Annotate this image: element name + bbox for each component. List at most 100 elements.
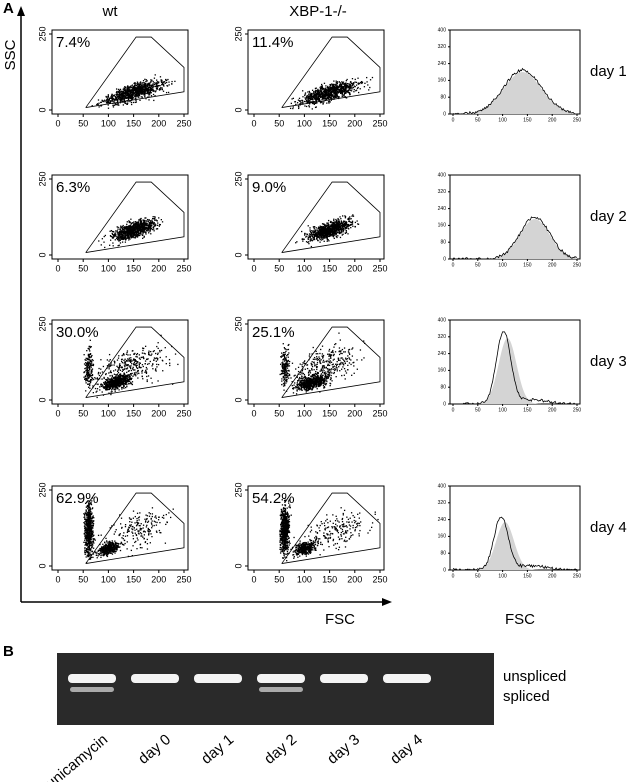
dot bbox=[115, 91, 118, 94]
dot bbox=[89, 353, 92, 355]
dot bbox=[144, 371, 146, 373]
dot bbox=[128, 380, 130, 382]
dot bbox=[331, 95, 333, 97]
dot bbox=[320, 92, 323, 95]
dot bbox=[344, 84, 346, 86]
x-tick-label: 200 bbox=[347, 263, 362, 273]
dot bbox=[339, 82, 342, 84]
x-tick-label: 150 bbox=[322, 118, 337, 128]
dot bbox=[309, 99, 311, 101]
dot bbox=[134, 226, 136, 228]
dot bbox=[322, 232, 324, 234]
dot bbox=[90, 378, 92, 381]
dot bbox=[311, 230, 313, 232]
dot bbox=[119, 378, 121, 380]
dot bbox=[124, 382, 126, 385]
dot bbox=[108, 101, 110, 103]
dot bbox=[336, 86, 339, 88]
dot bbox=[85, 382, 87, 384]
dot bbox=[141, 356, 143, 359]
dot bbox=[117, 366, 119, 369]
dot bbox=[155, 219, 157, 221]
dot bbox=[331, 222, 333, 224]
dot bbox=[125, 230, 127, 232]
dot bbox=[88, 371, 90, 373]
dot bbox=[314, 230, 317, 232]
dot bbox=[143, 357, 145, 360]
dot bbox=[141, 234, 143, 236]
dot bbox=[99, 389, 101, 391]
dot bbox=[347, 223, 350, 226]
dot bbox=[131, 377, 133, 379]
dot bbox=[348, 89, 350, 91]
dot bbox=[318, 236, 320, 239]
gate bbox=[85, 326, 185, 398]
dot bbox=[152, 350, 154, 353]
dot bbox=[86, 373, 88, 376]
dot bbox=[153, 222, 155, 225]
dot bbox=[87, 371, 89, 374]
dot bbox=[355, 90, 357, 92]
dot bbox=[143, 224, 145, 226]
dot bbox=[156, 85, 158, 87]
dot bbox=[162, 90, 165, 92]
dot bbox=[352, 82, 355, 84]
dot bbox=[133, 223, 135, 226]
dot bbox=[321, 91, 323, 93]
dot bbox=[159, 85, 161, 87]
dot bbox=[138, 93, 140, 95]
dot bbox=[133, 82, 135, 85]
dot bbox=[111, 95, 113, 97]
x-tick-label: 50 bbox=[274, 263, 284, 273]
dot bbox=[105, 389, 107, 391]
dot bbox=[133, 353, 135, 355]
column-title: wt bbox=[102, 3, 119, 20]
dot bbox=[141, 87, 143, 89]
dot bbox=[331, 84, 333, 86]
dot bbox=[152, 89, 154, 91]
dot bbox=[139, 81, 142, 83]
dot bbox=[130, 373, 132, 375]
dot bbox=[127, 100, 129, 102]
dot bbox=[147, 219, 150, 221]
dot bbox=[139, 219, 142, 221]
dot bbox=[339, 84, 341, 86]
dot bbox=[88, 361, 90, 364]
dot bbox=[136, 93, 138, 95]
dot bbox=[316, 90, 319, 93]
dot bbox=[129, 93, 131, 95]
dot bbox=[148, 222, 151, 225]
dot bbox=[144, 360, 147, 362]
dot bbox=[330, 91, 333, 94]
dot bbox=[157, 347, 159, 350]
dot bbox=[320, 83, 323, 86]
dot bbox=[337, 97, 340, 100]
dot bbox=[85, 380, 87, 382]
dot bbox=[307, 99, 309, 101]
dot bbox=[318, 234, 320, 236]
dot bbox=[315, 102, 318, 104]
dot bbox=[313, 238, 316, 241]
dot bbox=[111, 391, 113, 393]
dot bbox=[327, 231, 329, 233]
dot bbox=[336, 90, 338, 93]
dot bbox=[326, 234, 328, 236]
dot bbox=[314, 235, 317, 237]
dot bbox=[113, 385, 116, 387]
dot bbox=[116, 378, 118, 380]
dot bbox=[137, 89, 139, 91]
dot bbox=[156, 79, 158, 81]
dot bbox=[105, 384, 108, 386]
dot bbox=[89, 380, 91, 382]
dot bbox=[146, 228, 149, 230]
dot-cloud bbox=[289, 76, 374, 110]
dot bbox=[310, 96, 312, 98]
dot bbox=[308, 101, 311, 103]
dot bbox=[119, 242, 122, 244]
dot bbox=[342, 83, 344, 85]
dot bbox=[110, 235, 112, 238]
dot bbox=[121, 96, 123, 99]
dot bbox=[114, 235, 116, 237]
dot bbox=[153, 225, 155, 227]
dot bbox=[319, 236, 322, 238]
